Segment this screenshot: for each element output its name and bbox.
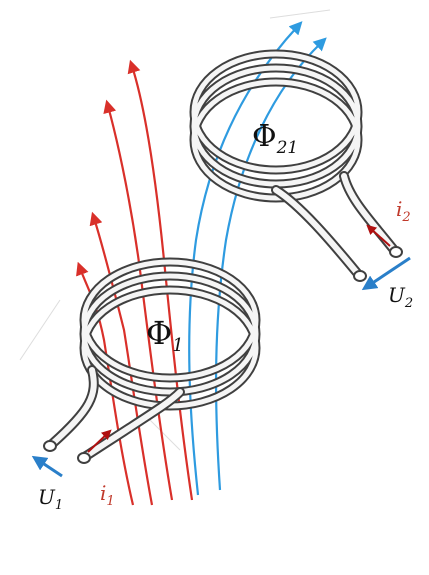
current-arrow-primary bbox=[87, 429, 112, 453]
voltage-arrow-secondary bbox=[361, 256, 411, 291]
voltage-arrow-primary bbox=[31, 455, 63, 478]
current-secondary-label: i2 bbox=[396, 197, 411, 225]
voltage-primary-label: U1 bbox=[38, 485, 63, 513]
voltage-secondary-label: U2 bbox=[388, 283, 413, 311]
flux-primary-label: Φ1 bbox=[146, 314, 184, 356]
current-primary-label: i1 bbox=[100, 481, 115, 509]
background-sketch-lines bbox=[19, 9, 331, 451]
secondary-coil bbox=[189, 49, 403, 282]
blue-field-line-2 bbox=[214, 37, 327, 491]
primary-coil bbox=[43, 257, 261, 464]
red-field-line-2 bbox=[89, 211, 154, 506]
current-arrow-secondary bbox=[366, 224, 391, 247]
red-field-line-1 bbox=[76, 261, 135, 506]
flux-mutual-label: Φ21 bbox=[252, 119, 298, 158]
